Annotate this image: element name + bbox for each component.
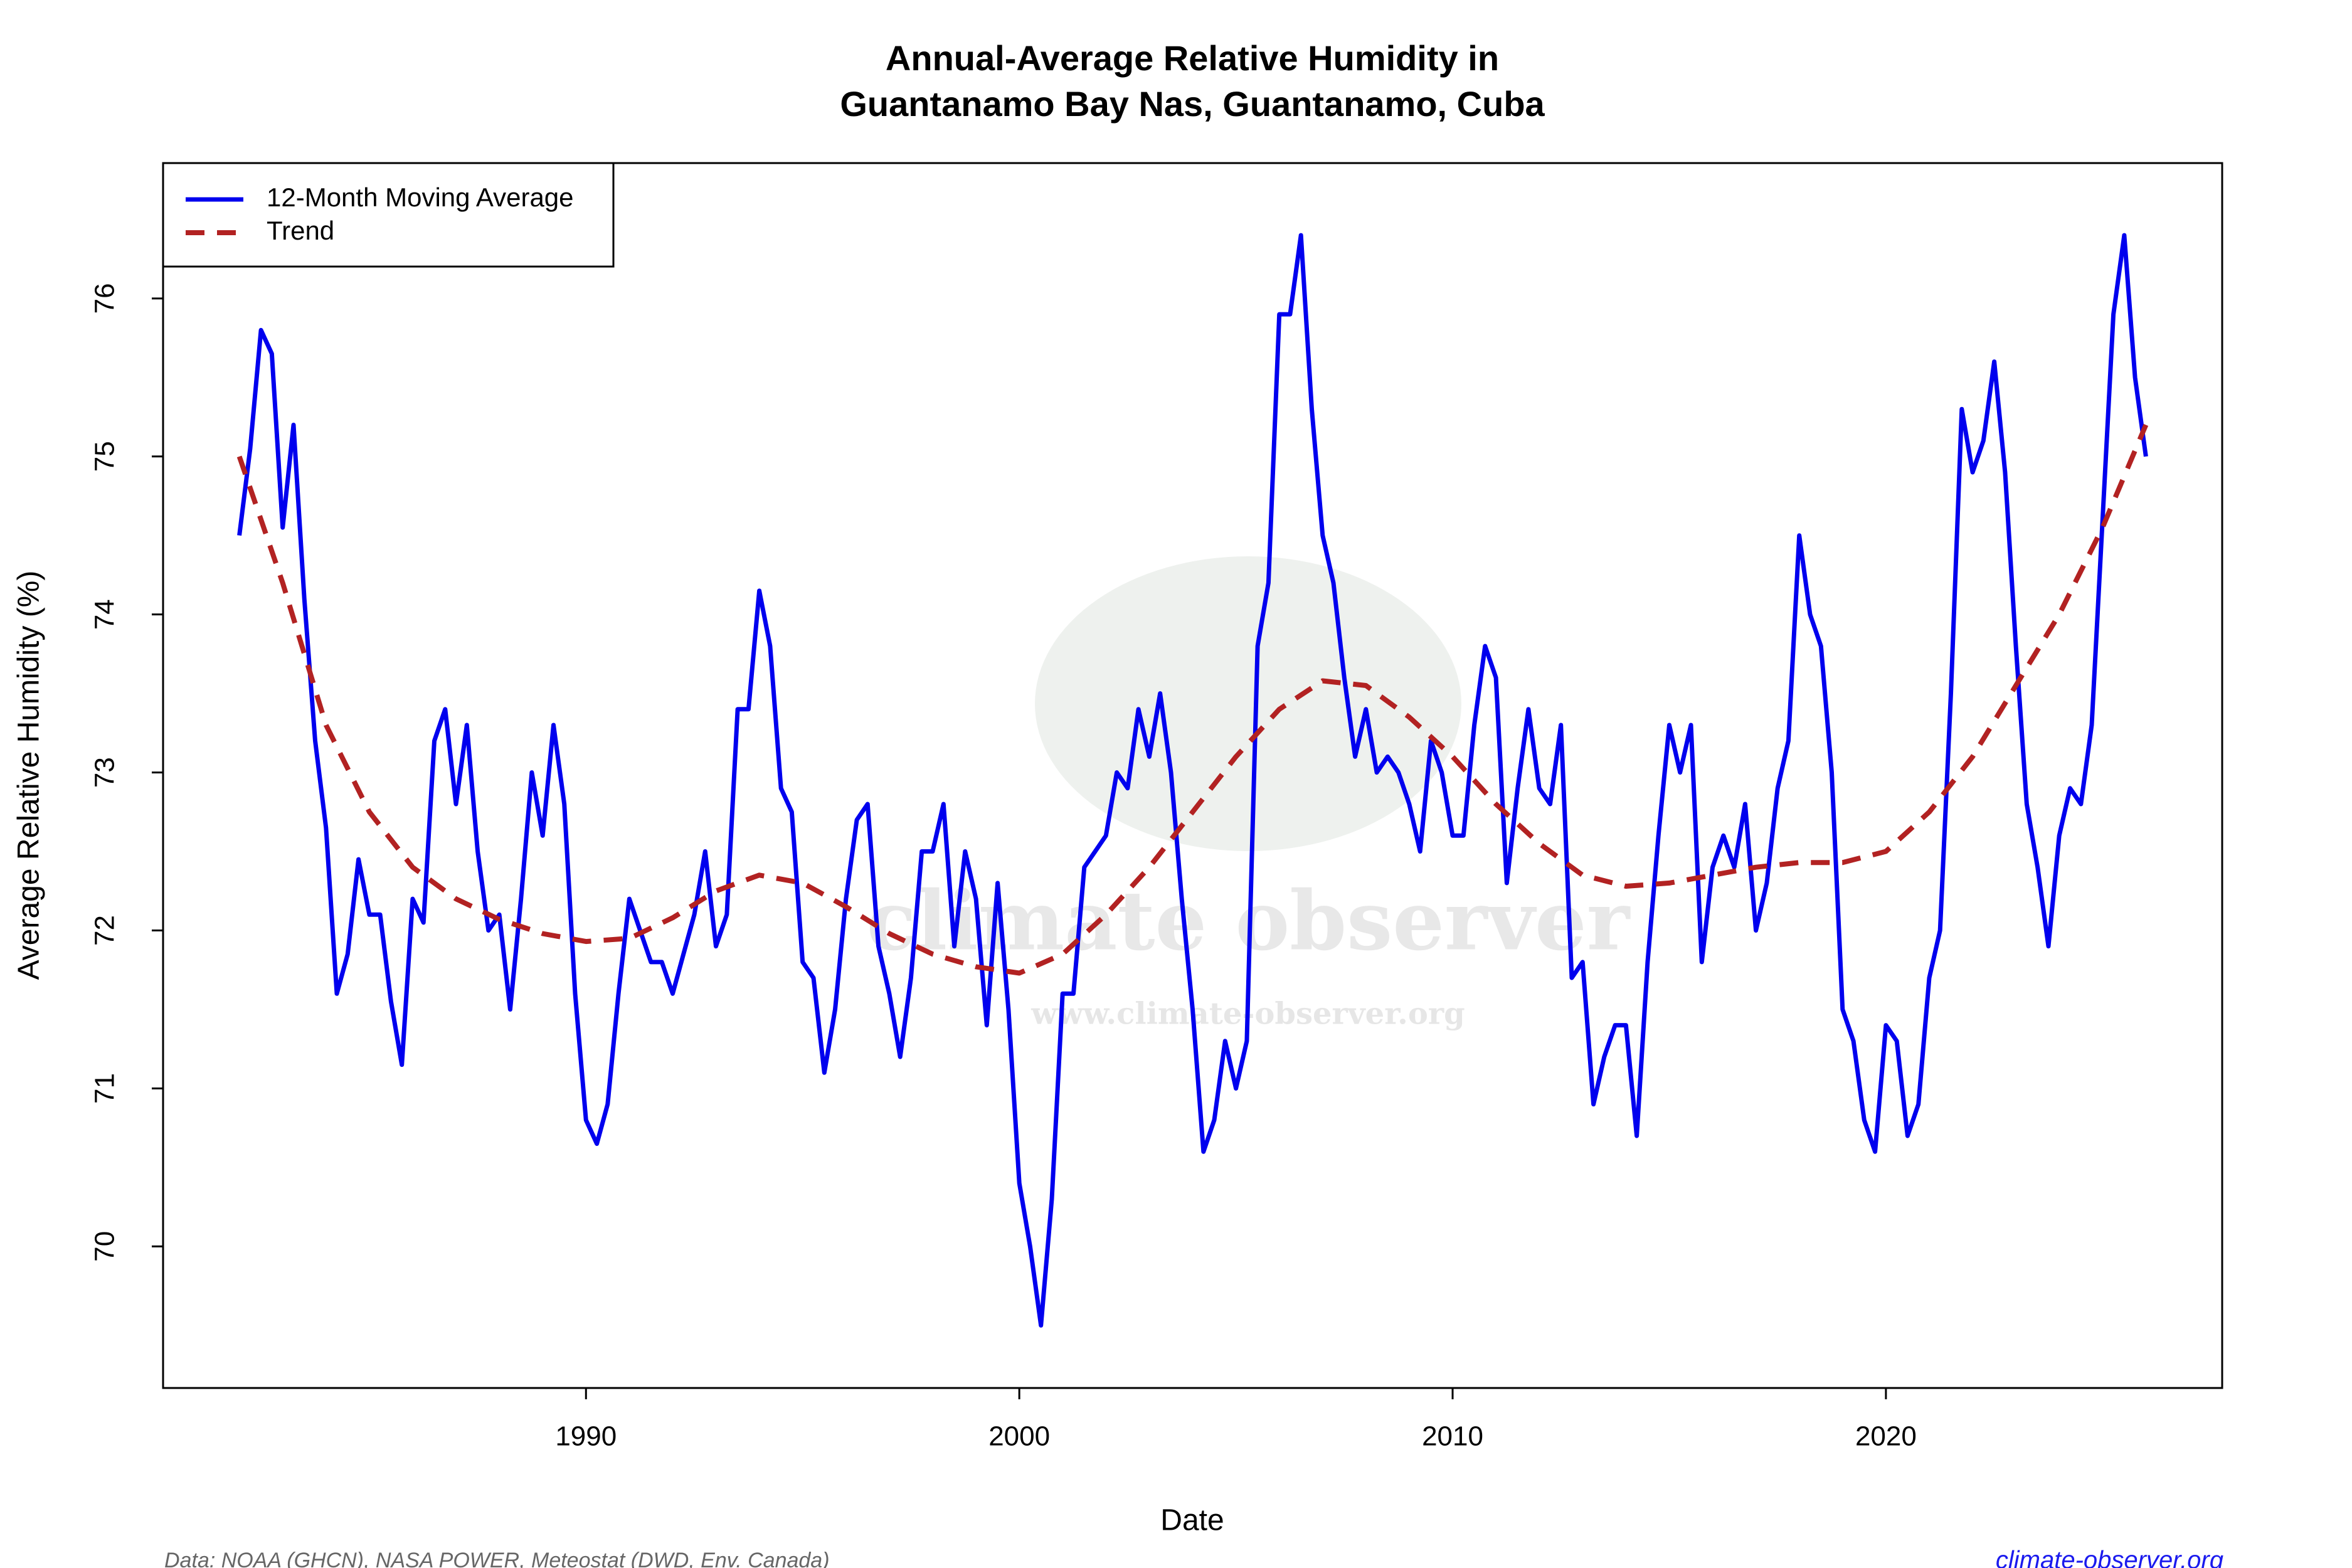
trend-line [236, 423, 2149, 976]
y-tick-label: 70 [90, 1231, 120, 1262]
legend-label: 12-Month Moving Average [267, 183, 574, 212]
x-tick-label: 2020 [1855, 1421, 1917, 1452]
y-tick-label: 74 [90, 599, 120, 630]
y-tick-label: 73 [90, 757, 120, 788]
chart-title: Guantanamo Bay Nas, Guantanamo, Cuba [840, 84, 1545, 124]
x-tick-label: 1990 [555, 1421, 617, 1452]
plot-frame [162, 162, 2223, 1389]
legend-box [162, 162, 615, 268]
plot-area [236, 233, 2149, 1328]
legend: 12-Month Moving Average Trend [162, 162, 615, 268]
site-link[interactable]: climate-observer.org [1996, 1547, 2223, 1568]
watermark-logo [1035, 556, 1461, 851]
y-tick-label: 76 [90, 283, 120, 314]
line-series [237, 233, 2148, 1328]
chart-title: Annual-Average Relative Humidity in [886, 38, 1499, 78]
y-axis-label: Average Relative Humidity (%) [13, 571, 46, 980]
x-tick-label: 2010 [1422, 1421, 1483, 1452]
y-tick-label: 71 [90, 1073, 120, 1104]
y-tick-label: 75 [90, 441, 120, 472]
x-axis-label: Date [1160, 1504, 1224, 1537]
x-tick-label: 2000 [988, 1421, 1050, 1452]
legend-label: Trend [267, 216, 334, 245]
y-tick-label: 72 [90, 915, 120, 946]
source-note: Data: NOAA (GHCN), NASA POWER, Meteostat… [164, 1549, 830, 1568]
